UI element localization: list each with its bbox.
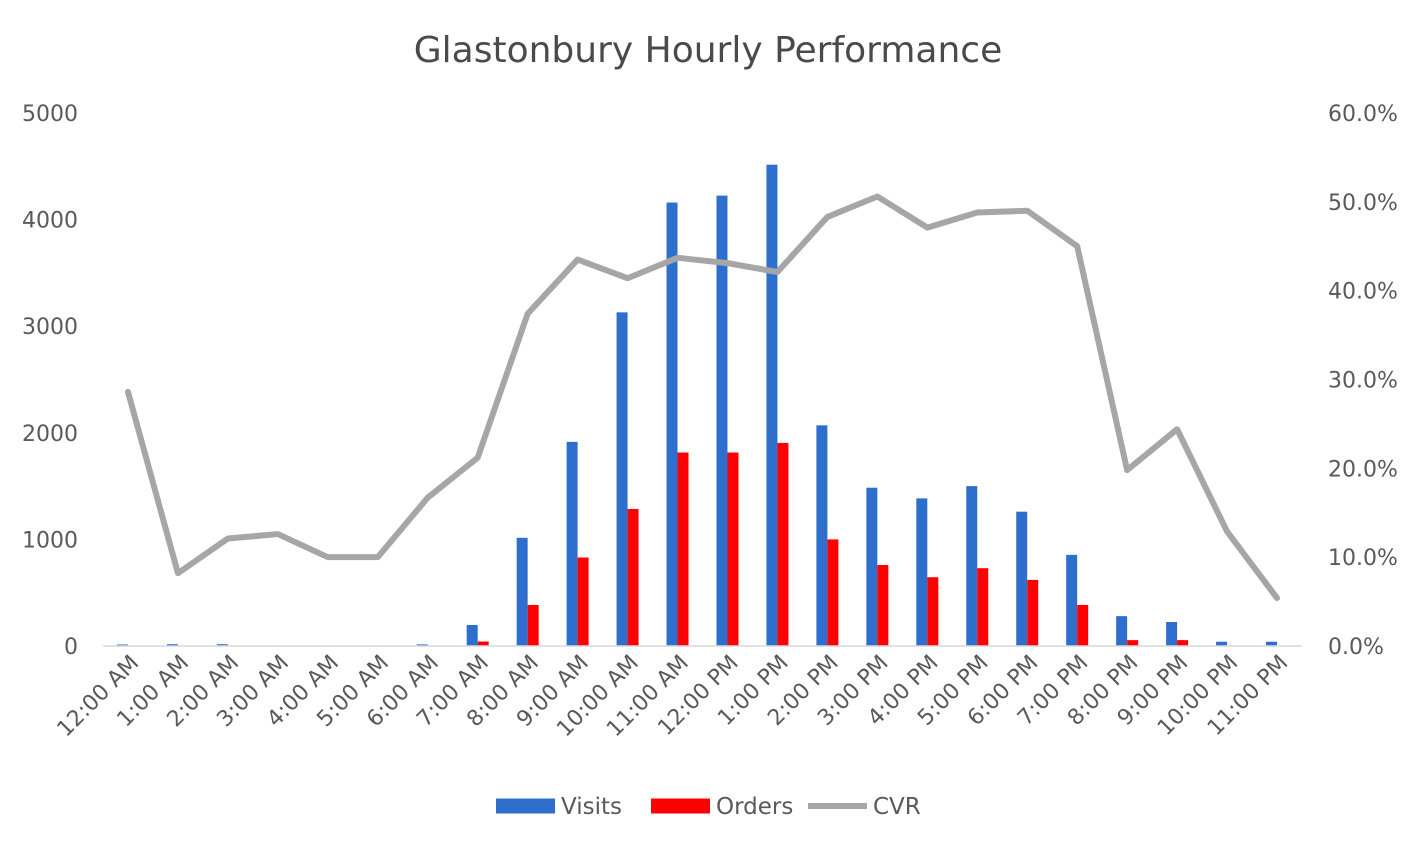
visits-bar <box>766 164 778 647</box>
visits-bar <box>516 537 528 646</box>
orders-bar <box>827 539 839 646</box>
left-axis-tick-label: 5000 <box>22 102 78 127</box>
orders-bar <box>577 557 589 646</box>
orders-legend-label: Orders <box>716 794 793 820</box>
x-axis-ticks: 12:00 AM1:00 AM2:00 AM3:00 AM4:00 AM5:00… <box>53 651 1294 743</box>
visits-bar <box>1116 616 1128 646</box>
chart-title: Glastonbury Hourly Performance <box>414 30 1002 71</box>
orders-bar <box>977 568 989 646</box>
bars-layer <box>116 164 1289 647</box>
right-axis-tick-label: 40.0% <box>1328 280 1398 305</box>
visits-bar <box>1266 641 1278 646</box>
cvr-legend-label: CVR <box>873 794 921 820</box>
orders-bar <box>1127 640 1139 646</box>
visits-bar <box>816 425 828 646</box>
left-axis-tick-label: 1000 <box>22 528 78 553</box>
visits-bar <box>1216 641 1228 646</box>
visits-bar <box>1066 554 1078 646</box>
orders-bar <box>777 442 789 646</box>
right-axis-ticks: 0.0% 10.0% 20.0% 30.0% 40.0% 50.0% 60.0% <box>1328 102 1398 660</box>
orders-bar <box>1077 604 1089 646</box>
orders-bar <box>877 564 889 646</box>
right-axis-tick-label: 30.0% <box>1328 369 1398 394</box>
visits-bar <box>666 202 678 646</box>
visits-bar <box>566 441 578 646</box>
left-axis-tick-label: 3000 <box>22 315 78 340</box>
visits-bar <box>166 644 178 646</box>
right-axis-tick-label: 50.0% <box>1328 191 1398 216</box>
orders-legend-swatch <box>651 798 710 814</box>
left-axis-tick-label: 2000 <box>22 422 78 447</box>
visits-bar <box>416 644 428 646</box>
legend: Visits Orders CVR <box>496 794 921 820</box>
visits-bar <box>1016 511 1028 646</box>
visits-bar <box>216 644 228 646</box>
visits-bar <box>1166 622 1178 646</box>
visits-bar <box>466 624 478 646</box>
right-axis-tick-label: 20.0% <box>1328 457 1398 482</box>
orders-bar <box>1177 640 1189 646</box>
visits-legend-swatch <box>496 798 555 814</box>
visits-bar <box>866 487 878 646</box>
orders-bar <box>1027 579 1039 646</box>
right-axis-tick-label: 10.0% <box>1328 546 1398 571</box>
visits-bar <box>916 498 928 646</box>
cvr-line-layer <box>124 193 1281 602</box>
orders-bar <box>727 452 739 646</box>
left-axis-tick-label: 0 <box>64 635 78 660</box>
cvr-legend-swatch <box>808 803 867 809</box>
visits-legend-label: Visits <box>561 794 622 820</box>
cvr-line <box>124 193 1281 602</box>
right-axis-tick-label: 60.0% <box>1328 102 1398 127</box>
orders-bar <box>477 641 489 646</box>
orders-bar <box>677 452 689 646</box>
right-axis-tick-label: 0.0% <box>1328 635 1384 660</box>
visits-bar <box>716 195 728 647</box>
left-axis-ticks: 0 1000 2000 3000 4000 5000 <box>22 102 78 660</box>
left-axis-tick-label: 4000 <box>22 209 78 234</box>
orders-bar <box>527 604 539 646</box>
orders-bar <box>927 577 939 646</box>
orders-bar <box>627 509 639 646</box>
visits-bar <box>616 312 628 646</box>
visits-bar <box>966 486 978 646</box>
